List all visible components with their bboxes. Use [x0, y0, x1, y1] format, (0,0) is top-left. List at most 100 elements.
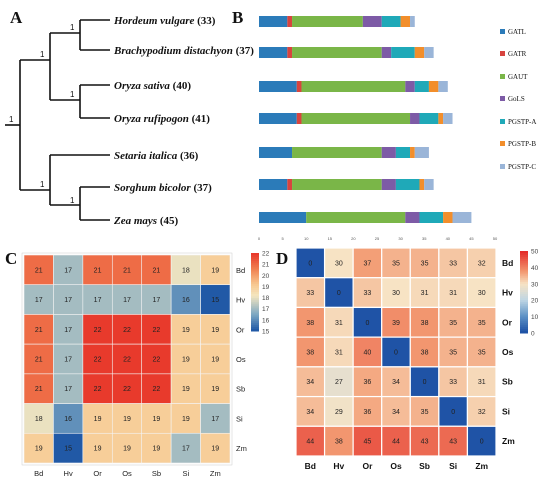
column-label: Os	[122, 469, 132, 478]
colorbar-step	[251, 311, 259, 314]
colorbar-step	[520, 304, 528, 307]
colorbar-tick: 18	[262, 295, 270, 302]
heatmap-cell	[53, 284, 84, 315]
heatmap-cell	[23, 432, 54, 464]
colorbar-tick: 20	[262, 273, 270, 280]
heatmap-cell	[466, 247, 497, 279]
heatmap-cell-value: 34	[306, 379, 314, 386]
species-name: Oryza rufipogon	[114, 113, 189, 125]
heatmap-cell	[409, 277, 440, 309]
colorbar-step	[251, 286, 259, 289]
heatmap-cell	[409, 247, 440, 279]
colorbar-step	[251, 256, 259, 260]
heatmap-cell-value: 34	[392, 409, 400, 416]
heatmap-cell-value: 30	[335, 260, 343, 267]
colorbar-step	[251, 284, 259, 287]
column-label: Si	[449, 461, 457, 471]
bar-segment	[301, 113, 411, 124]
bootstrap-label: 1	[70, 23, 75, 32]
heatmap-cell-value: 33	[306, 290, 314, 297]
heatmap-cell-value: 33	[449, 379, 457, 386]
heatmap-cell-value: 17	[64, 327, 72, 334]
x-tick-label: 35	[422, 236, 427, 241]
species-label: Oryza sativa (40)	[114, 80, 191, 92]
row-label: Or	[236, 325, 245, 334]
colorbar-step	[251, 292, 259, 295]
colorbar-step	[520, 292, 528, 295]
colorbar-tick: 50	[531, 249, 539, 256]
heatmap-cell-value: 22	[94, 386, 102, 393]
heatmap-cell	[295, 425, 326, 457]
heatmap-cell-value: 0	[394, 350, 398, 357]
row-label: Hv	[236, 296, 245, 305]
heatmap-cell-value: 22	[153, 386, 161, 393]
panel-label-d: D	[276, 249, 288, 268]
heatmap-cell-value: 18	[182, 267, 190, 274]
heatmap-cell-value: 27	[335, 379, 343, 386]
heatmap-cell-value: 34	[392, 379, 400, 386]
heatmap-cell-value: 15	[211, 297, 219, 304]
heatmap-cell	[381, 425, 411, 457]
column-label: Sb	[152, 469, 161, 478]
heatmap-cell	[111, 254, 143, 286]
colorbar-d: 50 40 30 20 10 0	[520, 249, 539, 338]
species-labels: Hordeum vulgare (33) Brachypodium distac…	[113, 15, 254, 227]
colorbar-step	[251, 282, 259, 285]
heatmap-cell	[23, 373, 54, 404]
heatmap-cell	[200, 343, 231, 375]
colorbar-step	[251, 272, 259, 275]
colorbar-step	[251, 280, 259, 283]
heatmap-cell-value: 44	[306, 439, 314, 446]
row-label: Si	[502, 406, 510, 416]
legend-swatch	[500, 141, 505, 146]
heatmap-distance: 0 30 37 35 35 33 32 33 0 33 30 31 31 30 38 31 0 39 38 35 35 3…	[295, 247, 515, 471]
species-count: (33)	[197, 15, 216, 27]
heatmap-cell-value: 19	[211, 386, 219, 393]
heatmap-cell	[170, 254, 201, 286]
bar-segment	[410, 16, 415, 27]
bar-segment	[292, 147, 382, 158]
bar-segment	[424, 47, 434, 58]
heatmap-cell-value: 35	[392, 260, 400, 267]
colorbar-step	[520, 285, 528, 289]
heatmap-cell-value: 19	[153, 416, 161, 423]
species-name: Hordeum vulgare	[113, 15, 194, 27]
x-tick-label: 50	[493, 236, 498, 241]
heatmap-cell-value: 0	[308, 260, 312, 267]
bar-segment	[306, 212, 406, 223]
bar-segment	[452, 212, 472, 223]
column-label: Zm	[475, 461, 488, 471]
heatmap-cell	[323, 425, 354, 457]
colorbar-step	[520, 273, 528, 277]
colorbar-step	[251, 270, 259, 273]
colorbar-step	[520, 271, 528, 275]
heatmap-cell-value: 38	[306, 320, 314, 327]
heatmap-cell-value: 19	[182, 327, 190, 334]
heatmap-cell-value: 37	[364, 260, 372, 267]
bar-segment	[259, 16, 288, 27]
heatmap-cell-value: 31	[421, 290, 429, 297]
column-label: Os	[390, 461, 402, 471]
column-label: Sb	[419, 461, 430, 471]
column-label: Bd	[34, 469, 43, 478]
legend-swatch	[500, 29, 505, 34]
heatmap-cell-value: 16	[182, 297, 190, 304]
bar-segment	[259, 47, 288, 58]
phylogenetic-tree	[5, 19, 110, 221]
colorbar-step	[251, 319, 259, 322]
heatmap-cell	[23, 254, 54, 286]
column-label: Hv	[64, 469, 73, 478]
x-tick-label: 40	[446, 236, 451, 241]
heatmap-cell	[381, 366, 411, 398]
heatmap-cell-value: 35	[478, 350, 486, 357]
heatmap-cell	[170, 314, 201, 345]
species-count: (37)	[193, 182, 212, 194]
colorbar-step	[520, 265, 528, 268]
bar-segment	[443, 212, 453, 223]
heatmap-cell-value: 19	[94, 416, 102, 423]
colorbar-step	[251, 288, 259, 291]
heatmap-cell-value: 19	[123, 416, 131, 423]
row-label: Os	[236, 355, 246, 364]
row-label: Bd	[236, 266, 245, 275]
